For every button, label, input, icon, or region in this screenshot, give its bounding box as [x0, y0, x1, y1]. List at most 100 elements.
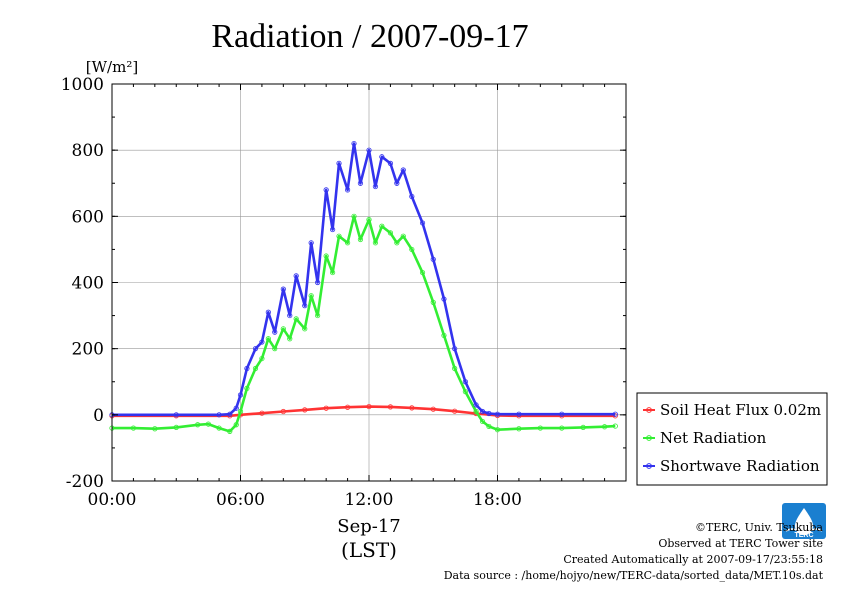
data-point — [314, 279, 321, 286]
data-point — [559, 425, 565, 431]
data-point — [314, 312, 321, 319]
data-point — [293, 316, 299, 322]
data-point — [430, 256, 436, 262]
data-point — [580, 424, 586, 431]
y-tick-label: 200 — [72, 340, 104, 360]
data-point — [394, 240, 400, 246]
data-point — [357, 180, 364, 186]
legend-label: Shortwave Radiation — [660, 457, 820, 475]
observed-text: Observed at TERC Tower site — [658, 537, 823, 550]
data-point — [344, 240, 351, 246]
data-point — [473, 408, 479, 415]
data-point — [344, 187, 351, 193]
data-point — [379, 223, 385, 229]
x-tick-label: 18:00 — [473, 490, 522, 510]
data-point — [516, 411, 522, 417]
data-point — [387, 160, 394, 166]
data-point — [441, 332, 447, 339]
data-point — [387, 404, 394, 410]
terc-logo-icon: TERC — [782, 503, 826, 539]
data-point — [486, 410, 492, 417]
data-point — [441, 296, 447, 302]
grid — [112, 84, 626, 481]
x-axis-date-label: Sep-17 — [337, 516, 401, 537]
data-point — [265, 309, 271, 315]
data-point — [452, 408, 458, 414]
data-point — [244, 365, 250, 372]
series-line — [112, 142, 616, 417]
data-point — [252, 346, 259, 352]
data-point — [280, 408, 286, 415]
series-2 — [109, 140, 618, 418]
created-text: Created Automatically at 2007-09-17/23:5… — [563, 553, 823, 566]
data-point — [366, 147, 372, 153]
data-point — [430, 406, 436, 412]
data-point — [302, 326, 308, 332]
legend: Soil Heat Flux 0.02m Net Radiation Shortwa… — [636, 392, 828, 486]
data-point — [329, 226, 336, 233]
data-point — [387, 230, 394, 236]
data-point — [237, 408, 244, 415]
data-point — [259, 339, 265, 345]
data-point — [452, 365, 458, 372]
data-point — [473, 402, 479, 408]
x-tick-label: 12:00 — [345, 490, 394, 510]
series-line — [112, 215, 616, 433]
data-point — [419, 269, 426, 276]
data-point — [394, 180, 400, 186]
data-point — [372, 183, 379, 190]
data-point — [601, 424, 608, 430]
data-source-text: Data source : /home/hojyo/new/TERC-data/… — [443, 569, 823, 582]
data-point — [272, 329, 278, 335]
data-point — [462, 389, 468, 395]
data-point — [302, 407, 308, 413]
chart-title: Radiation / 2007-09-17 — [211, 18, 528, 55]
y-axis-label: [W/m²] — [86, 58, 138, 76]
data-point — [287, 336, 293, 342]
data-point — [366, 217, 372, 223]
data-point — [351, 213, 357, 219]
data-point — [409, 246, 415, 253]
data-point — [462, 379, 468, 385]
y-tick-label: 400 — [72, 274, 104, 294]
x-tick-label: 00:00 — [88, 490, 137, 510]
data-point — [265, 336, 271, 342]
data-point — [227, 428, 233, 434]
series-1 — [109, 213, 618, 434]
y-tick-label: -200 — [66, 472, 104, 492]
data-point — [259, 355, 265, 362]
data-point — [479, 408, 486, 415]
data-point — [302, 303, 308, 309]
data-point — [173, 412, 179, 418]
data-point — [409, 193, 415, 200]
legend-swatch-marker — [646, 463, 652, 469]
data-point — [227, 411, 233, 417]
data-point — [233, 405, 239, 411]
legend-label: Soil Heat Flux 0.02m — [660, 401, 821, 419]
data-point — [351, 140, 357, 147]
data-point — [195, 422, 201, 428]
data-point — [216, 425, 222, 431]
data-point — [452, 346, 458, 352]
y-tick-label: 0 — [93, 406, 104, 426]
data-point — [280, 326, 286, 332]
data-point — [419, 220, 426, 226]
data-point — [323, 405, 329, 411]
data-point — [323, 187, 329, 193]
data-point — [280, 286, 286, 292]
legend-box — [636, 392, 828, 486]
data-point — [612, 411, 618, 417]
data-point — [308, 293, 314, 299]
y-tick-label: 1000 — [61, 75, 104, 95]
x-tick-label: 06:00 — [216, 490, 265, 510]
data-point — [494, 411, 501, 417]
data-point — [336, 233, 342, 239]
data-point — [205, 421, 211, 427]
data-point — [152, 426, 158, 432]
y-ticks: -200 0 200 400 600 800 1000 — [61, 75, 626, 492]
data-point — [287, 312, 293, 319]
data-point — [494, 427, 501, 433]
data-point — [537, 425, 543, 431]
data-point — [216, 412, 222, 418]
